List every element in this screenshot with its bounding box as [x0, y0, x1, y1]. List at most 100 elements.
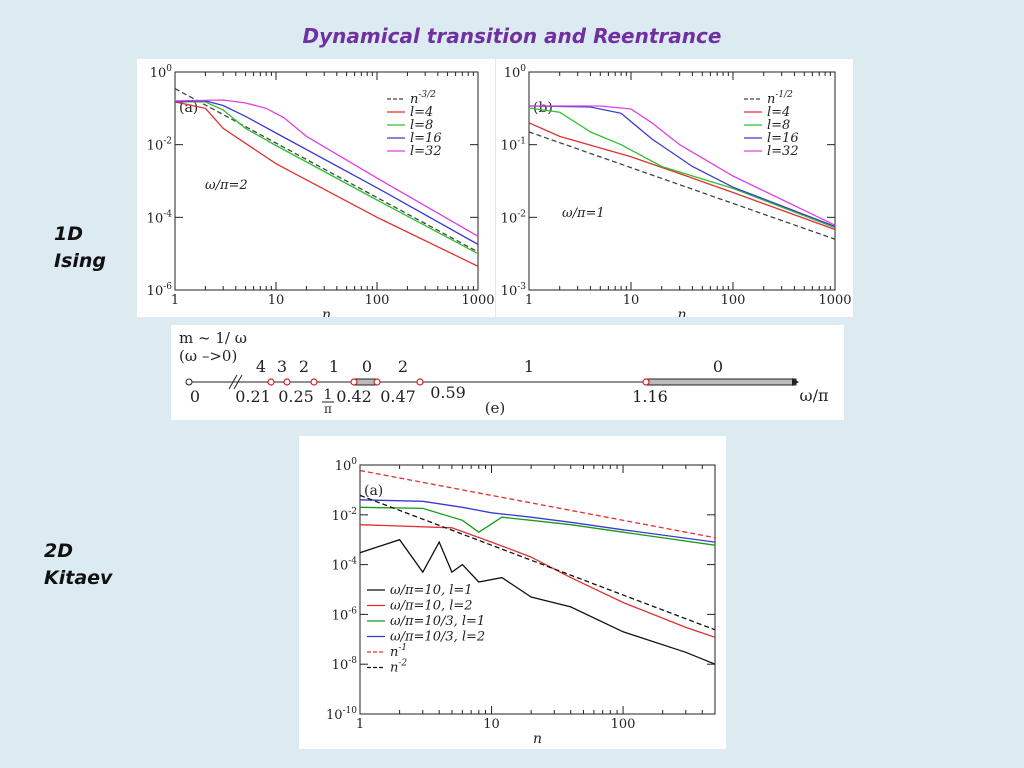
phase-region-label: 2: [398, 357, 408, 376]
transition-point: [310, 378, 318, 386]
label-ising: Ising: [54, 250, 107, 272]
phase-tick-label: 0.21: [235, 387, 271, 406]
series-line-5: [360, 469, 715, 539]
axis-break-mark: [228, 374, 238, 390]
legend-label: ω/π=10, l=1: [390, 583, 473, 598]
series-line-5: [529, 105, 835, 226]
chart-a-svg: 1 10 100 100010010-210-410-6n(a)ω/π=2n-3/2l…: [147, 64, 495, 323]
x-tick-label: 100: [611, 717, 636, 732]
series-line-2: [175, 101, 478, 267]
series-line-5: [175, 99, 478, 237]
legend-label: n-1: [390, 643, 407, 660]
series-line-3: [175, 101, 478, 255]
y-tick-label: 10-4: [147, 209, 173, 226]
phase-axis-label: ω/π: [800, 386, 829, 405]
x-tick-label: 1: [171, 293, 179, 308]
legend-label: ω/π=10/3, l=1: [390, 614, 485, 629]
y-tick-label: 100: [150, 64, 173, 81]
phase-title-1: m ~ 1/ ω: [179, 329, 247, 347]
phase-region-label: 3: [277, 357, 287, 376]
label-kitaev: Kitaev: [44, 567, 113, 589]
x-tick-label: 10: [483, 717, 500, 732]
y-tick-label: 10-2: [147, 137, 172, 154]
phase-tick-label: 0.59: [430, 383, 466, 402]
legend-label: n-3/2: [410, 90, 436, 107]
y-tick-label: 10-1: [501, 137, 526, 154]
y-tick-label: 10-6: [332, 606, 358, 623]
legend-label: l=4: [410, 105, 433, 120]
panel-tag: (a): [364, 483, 383, 499]
x-tick-label: 10: [623, 293, 640, 308]
slide-title: Dynamical transition and Reentrance: [302, 24, 722, 48]
x-tick-label: 100: [721, 293, 746, 308]
series-line-3: [360, 506, 715, 546]
phase-panel-tag: (e): [485, 399, 506, 417]
x-tick-label: 1: [356, 717, 364, 732]
transition-point: [416, 378, 424, 386]
transition-point: [267, 378, 275, 386]
legend-label: l=32: [767, 144, 799, 159]
legend-label: ω/π=10/3, l=2: [390, 630, 485, 645]
phase-diagram-svg: m ~ 1/ ω(ω –>0)4 3 2 1 0 2 1 00 0.21 0.25 1π0.42 0.…: [179, 329, 829, 417]
chart-annotation: ω/π=1: [562, 206, 605, 221]
transition-point: [642, 378, 650, 386]
series-line-4: [529, 105, 835, 228]
x-axis-title: n: [677, 307, 686, 317]
series-line-6: [360, 494, 715, 631]
series-line-1: [360, 538, 715, 665]
legend-label: l=4: [767, 105, 790, 120]
phase-tick-label: 1: [324, 387, 333, 403]
x-tick-label: 1000: [461, 293, 494, 308]
y-tick-label: 100: [335, 457, 358, 474]
y-tick-label: 10-10: [326, 706, 357, 723]
phase-tick-label: 0.42: [336, 387, 372, 406]
phase-diagram-panel: m ~ 1/ ω (ω –>0) 4 3 2 1 0 2 1 0 0 0.21 0.25 1 π 0.42 0.…: [171, 325, 844, 420]
x-axis-title: n: [322, 307, 331, 317]
legend-label: l=8: [410, 118, 433, 133]
phase-region-label: 2: [299, 357, 309, 376]
phase-tick-label: 0.25: [278, 387, 314, 406]
axis-break-mark: [233, 374, 243, 390]
y-tick-label: 10-2: [501, 209, 526, 226]
phase-region-label: 1: [524, 357, 534, 376]
series-line-1: [529, 131, 835, 240]
chart-kitaev-svg: 1 10 100 100 10-2 10-4 10-6 10-8 10-10 n (a) ω/π=10…: [326, 457, 716, 747]
phase-tick-label: 0.47: [380, 387, 416, 406]
panel-tag: (b): [533, 100, 553, 116]
phase-region-label: 1: [329, 357, 339, 376]
series-line-4: [360, 499, 715, 543]
y-tick-label: 10-8: [332, 656, 358, 673]
y-tick-label: 10-4: [332, 557, 358, 574]
x-tick-label: 100: [365, 293, 390, 308]
chart-kitaev-panel: 1 10 100 100 10-2 10-4 10-6 10-8 10-10 n (a) ω/π=10…: [299, 436, 726, 749]
legend-label: n-1/2: [767, 90, 793, 107]
legend-label: l=16: [767, 131, 799, 146]
y-tick-label: 100: [504, 64, 527, 81]
chart-b-panel: 1 10 100 1000 100 10-1 10-2 10-3 n (b) ω/π=1 n-1/2 l…: [496, 59, 853, 323]
plot-frame: [359, 464, 716, 715]
legend-label: l=32: [410, 144, 442, 159]
phase-title-2: (ω –>0): [179, 347, 237, 365]
phase-region-label: 0: [362, 357, 372, 376]
series-line-2: [529, 122, 835, 231]
label-1d-ising: 1D Ising: [54, 221, 106, 275]
phase-tick-label: π: [324, 402, 332, 416]
label-2d: 2D: [44, 540, 73, 562]
legend-label: l=16: [410, 131, 442, 146]
origin-marker: [185, 378, 193, 386]
x-axis-title: n: [533, 731, 542, 747]
plot-frame: [174, 71, 479, 291]
legend-label: l=8: [767, 118, 790, 133]
phase-region-label: 0: [713, 357, 723, 376]
axis-arrow: [792, 378, 799, 386]
series-line-3: [529, 107, 835, 229]
phase-region-label: 4: [256, 357, 266, 376]
series-line-1: [175, 88, 478, 253]
label-1d: 1D: [54, 223, 83, 245]
phase-tick-label: 0: [190, 387, 200, 406]
chart-annotation: ω/π=2: [205, 178, 248, 193]
x-tick-label: 1000: [818, 293, 851, 308]
y-tick-label: 10-3: [501, 282, 527, 299]
transition-point: [373, 378, 381, 386]
plot-frame: [528, 71, 836, 291]
